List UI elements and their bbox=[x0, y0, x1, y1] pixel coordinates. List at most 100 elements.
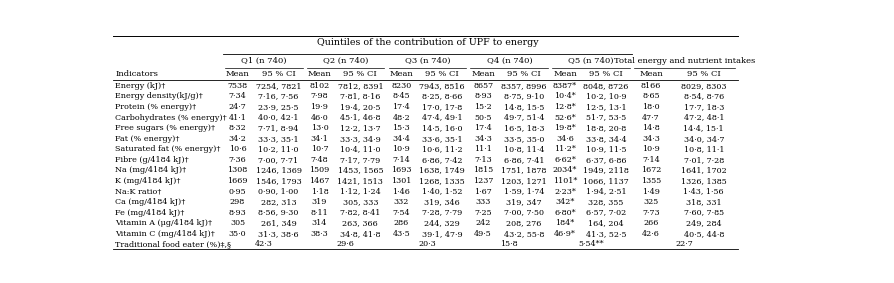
Text: 10·6: 10·6 bbox=[229, 145, 246, 153]
Text: 249, 284: 249, 284 bbox=[685, 219, 721, 227]
Text: 5·54**: 5·54** bbox=[578, 240, 603, 248]
Text: 19·8*: 19·8* bbox=[553, 124, 575, 132]
Text: 38·3: 38·3 bbox=[310, 230, 328, 238]
Text: 8·25, 8·66: 8·25, 8·66 bbox=[422, 92, 462, 100]
Text: Mean: Mean bbox=[225, 70, 249, 78]
Text: 10·8, 11·1: 10·8, 11·1 bbox=[683, 145, 723, 153]
Text: 1453, 1565: 1453, 1565 bbox=[337, 166, 383, 174]
Text: Fe (mg/4184 kJ)†: Fe (mg/4184 kJ)† bbox=[115, 209, 184, 217]
Text: 319, 347: 319, 347 bbox=[506, 198, 541, 206]
Text: Free sugars (% energy)†: Free sugars (% energy)† bbox=[115, 124, 215, 132]
Text: Na (mg/4184 kJ)†: Na (mg/4184 kJ)† bbox=[115, 166, 186, 174]
Text: 208, 276: 208, 276 bbox=[506, 219, 541, 227]
Text: 1301: 1301 bbox=[391, 177, 411, 185]
Text: 13·0: 13·0 bbox=[310, 124, 328, 132]
Text: 1672: 1672 bbox=[640, 166, 661, 174]
Text: 35·0: 35·0 bbox=[229, 230, 246, 238]
Text: 22·7: 22·7 bbox=[675, 240, 693, 248]
Text: 266: 266 bbox=[643, 219, 658, 227]
Text: 50·5: 50·5 bbox=[474, 113, 492, 121]
Text: 328, 355: 328, 355 bbox=[587, 198, 623, 206]
Text: 10·9, 11·5: 10·9, 11·5 bbox=[585, 145, 626, 153]
Text: Na:K ratio†: Na:K ratio† bbox=[115, 188, 162, 196]
Text: 8387*: 8387* bbox=[552, 82, 577, 90]
Text: Energy density(kJ/g)†: Energy density(kJ/g)† bbox=[115, 92, 203, 100]
Text: 39·1, 47·9: 39·1, 47·9 bbox=[421, 230, 462, 238]
Text: 7·01, 7·28: 7·01, 7·28 bbox=[683, 156, 723, 164]
Text: K (mg/4184 kJ)†: K (mg/4184 kJ)† bbox=[115, 177, 181, 185]
Text: Indicators: Indicators bbox=[115, 70, 158, 78]
Text: 41·1: 41·1 bbox=[228, 113, 246, 121]
Text: 8230: 8230 bbox=[391, 82, 411, 90]
Text: 1·67: 1·67 bbox=[474, 188, 492, 196]
Text: 7·00, 7·50: 7·00, 7·50 bbox=[503, 209, 544, 217]
Text: 34·4: 34·4 bbox=[392, 135, 409, 143]
Text: 95 % CI: 95 % CI bbox=[507, 70, 540, 78]
Text: 7·60, 7·85: 7·60, 7·85 bbox=[683, 209, 723, 217]
Text: 1066, 1137: 1066, 1137 bbox=[582, 177, 628, 185]
Text: Carbohydrates (% energy)†: Carbohydrates (% energy)† bbox=[115, 113, 227, 121]
Text: 10·9: 10·9 bbox=[642, 145, 659, 153]
Text: 1·12, 1·24: 1·12, 1·24 bbox=[340, 188, 380, 196]
Text: 8·45: 8·45 bbox=[392, 92, 409, 100]
Text: 282, 313: 282, 313 bbox=[260, 198, 296, 206]
Text: 1101*: 1101* bbox=[552, 177, 577, 185]
Text: 0·90, 1·00: 0·90, 1·00 bbox=[258, 188, 299, 196]
Text: 318, 331: 318, 331 bbox=[685, 198, 721, 206]
Text: 17·0, 17·8: 17·0, 17·8 bbox=[422, 103, 462, 111]
Text: 8·11: 8·11 bbox=[310, 209, 328, 217]
Text: 8048, 8726: 8048, 8726 bbox=[583, 82, 628, 90]
Text: 48·2: 48·2 bbox=[392, 113, 409, 121]
Text: Protein (% energy)†: Protein (% energy)† bbox=[115, 103, 197, 111]
Text: 95 % CI: 95 % CI bbox=[425, 70, 459, 78]
Text: 18·0: 18·0 bbox=[642, 103, 659, 111]
Text: 1·49: 1·49 bbox=[641, 188, 659, 196]
Text: 1693: 1693 bbox=[391, 166, 411, 174]
Text: 1467: 1467 bbox=[309, 177, 329, 185]
Text: 244, 329: 244, 329 bbox=[424, 219, 460, 227]
Text: 52·6*: 52·6* bbox=[553, 113, 575, 121]
Text: 286: 286 bbox=[393, 219, 409, 227]
Text: 18·8, 20·8: 18·8, 20·8 bbox=[585, 124, 625, 132]
Text: Mean: Mean bbox=[389, 70, 413, 78]
Text: 342*: 342* bbox=[554, 198, 574, 206]
Text: 8166: 8166 bbox=[640, 82, 661, 90]
Text: Vitamin C (mg/4184 kJ)†: Vitamin C (mg/4184 kJ)† bbox=[115, 230, 215, 238]
Text: Fibre (g/4184 kJ)†: Fibre (g/4184 kJ)† bbox=[115, 156, 189, 164]
Text: 1641, 1702: 1641, 1702 bbox=[680, 166, 726, 174]
Text: 6·80*: 6·80* bbox=[553, 209, 575, 217]
Text: 1308: 1308 bbox=[227, 166, 248, 174]
Text: 14·8, 15·5: 14·8, 15·5 bbox=[503, 103, 544, 111]
Text: 47·4, 49·1: 47·4, 49·1 bbox=[421, 113, 462, 121]
Text: 261, 349: 261, 349 bbox=[260, 219, 296, 227]
Text: 10·6, 11·2: 10·6, 11·2 bbox=[421, 145, 462, 153]
Text: 8·75, 9·10: 8·75, 9·10 bbox=[503, 92, 544, 100]
Text: 19·9: 19·9 bbox=[310, 103, 328, 111]
Text: Saturated fat (% energy)†: Saturated fat (% energy)† bbox=[115, 145, 221, 153]
Text: 263, 366: 263, 366 bbox=[342, 219, 378, 227]
Text: 1509: 1509 bbox=[309, 166, 329, 174]
Text: 7·73: 7·73 bbox=[642, 209, 659, 217]
Text: 14·4, 15·1: 14·4, 15·1 bbox=[683, 124, 723, 132]
Text: 95 % CI: 95 % CI bbox=[343, 70, 376, 78]
Text: 31·3, 38·6: 31·3, 38·6 bbox=[257, 230, 299, 238]
Text: 242: 242 bbox=[475, 219, 490, 227]
Text: 7·34: 7·34 bbox=[229, 92, 246, 100]
Text: Q5 (n 740): Q5 (n 740) bbox=[568, 57, 613, 65]
Text: 11·2*: 11·2* bbox=[553, 145, 575, 153]
Text: 6·86, 7·42: 6·86, 7·42 bbox=[421, 156, 462, 164]
Text: Mean: Mean bbox=[308, 70, 331, 78]
Text: 1421, 1513: 1421, 1513 bbox=[337, 177, 383, 185]
Text: 34·2: 34·2 bbox=[228, 135, 246, 143]
Text: 305, 333: 305, 333 bbox=[342, 198, 377, 206]
Text: 7·14: 7·14 bbox=[642, 156, 659, 164]
Text: 12·2, 13·7: 12·2, 13·7 bbox=[340, 124, 380, 132]
Text: 34·0, 34·7: 34·0, 34·7 bbox=[683, 135, 723, 143]
Text: Energy (kJ)†: Energy (kJ)† bbox=[115, 82, 165, 90]
Text: Q1 (n 740): Q1 (n 740) bbox=[240, 57, 286, 65]
Text: 7·00, 7·71: 7·00, 7·71 bbox=[258, 156, 299, 164]
Text: 1·43, 1·56: 1·43, 1·56 bbox=[683, 188, 723, 196]
Text: Mean: Mean bbox=[471, 70, 494, 78]
Text: 7812, 8391: 7812, 8391 bbox=[337, 82, 383, 90]
Text: 1751, 1878: 1751, 1878 bbox=[501, 166, 546, 174]
